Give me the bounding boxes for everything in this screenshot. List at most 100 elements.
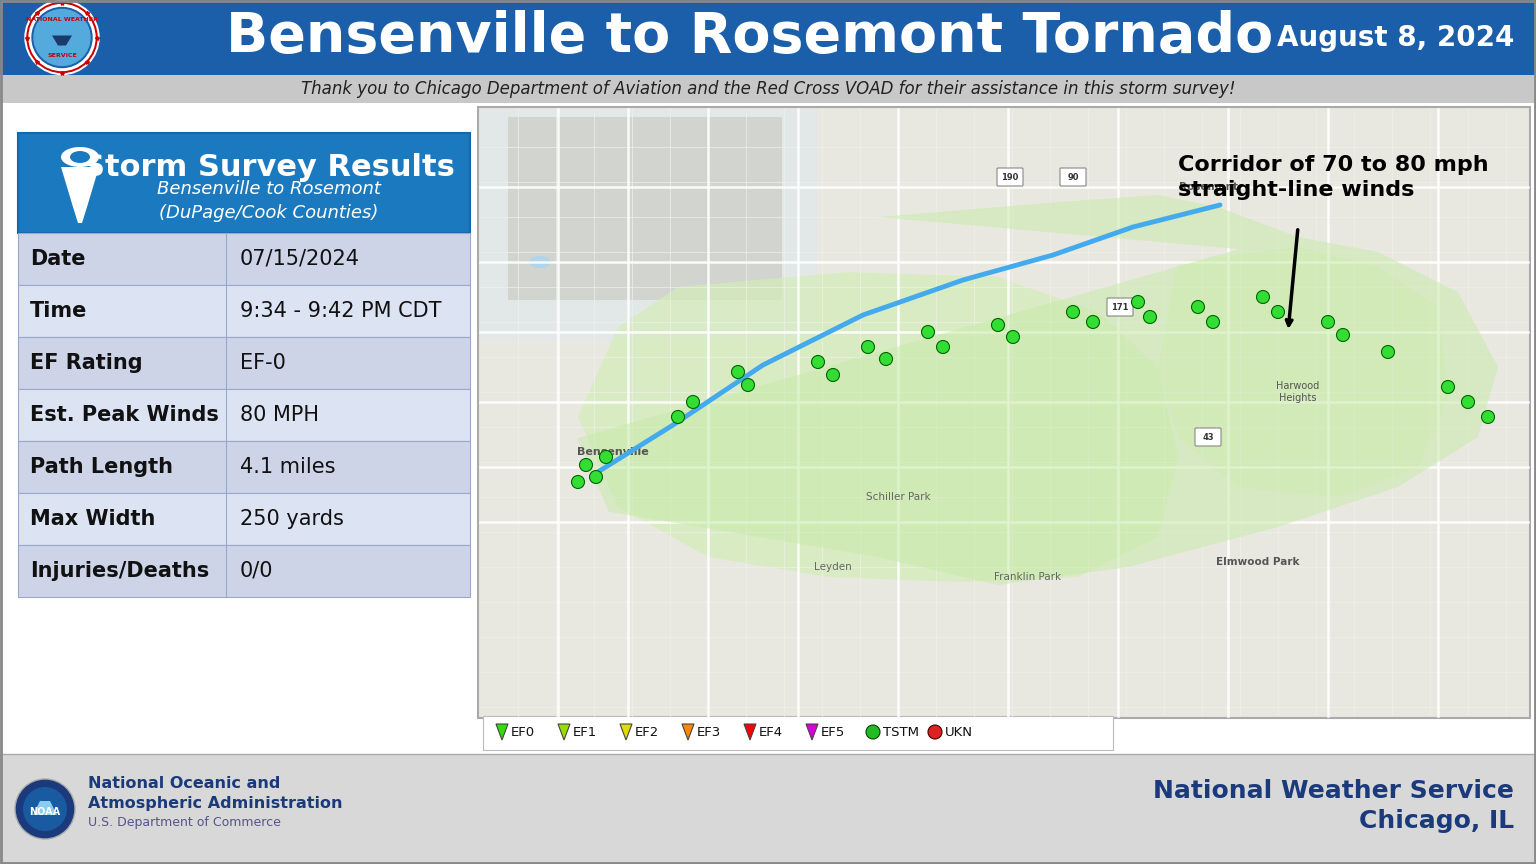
Text: 190: 190 (1001, 174, 1018, 182)
Text: 07/15/2024: 07/15/2024 (240, 249, 359, 269)
Polygon shape (578, 195, 1498, 585)
Text: NATIONAL WEATHER: NATIONAL WEATHER (26, 17, 98, 22)
FancyBboxPatch shape (478, 107, 1530, 718)
Text: Harwood
Heights: Harwood Heights (1276, 381, 1319, 403)
Text: Schiller Park: Schiller Park (866, 492, 931, 502)
Circle shape (937, 340, 949, 353)
Text: 250 yards: 250 yards (240, 509, 344, 529)
Ellipse shape (528, 256, 551, 268)
Circle shape (32, 8, 92, 67)
Circle shape (1206, 315, 1220, 328)
Circle shape (1272, 306, 1284, 319)
Circle shape (1321, 315, 1335, 328)
Text: Leyden: Leyden (814, 562, 852, 572)
Text: Time: Time (31, 301, 88, 321)
Text: Path Length: Path Length (31, 457, 174, 477)
Polygon shape (1158, 247, 1448, 497)
FancyBboxPatch shape (482, 716, 1114, 750)
Polygon shape (558, 724, 570, 740)
Text: Elmwood Park: Elmwood Park (1217, 557, 1299, 567)
Text: Thank you to Chicago Department of Aviation and the Red Cross VOAD for their ass: Thank you to Chicago Department of Aviat… (301, 80, 1235, 98)
FancyBboxPatch shape (18, 493, 470, 545)
Polygon shape (61, 167, 98, 207)
Circle shape (15, 779, 75, 839)
FancyBboxPatch shape (1060, 168, 1086, 186)
Circle shape (1461, 396, 1475, 409)
FancyBboxPatch shape (18, 233, 470, 285)
Text: Storm Survey Results: Storm Survey Results (83, 154, 455, 182)
FancyBboxPatch shape (0, 75, 1536, 103)
FancyBboxPatch shape (1195, 428, 1221, 446)
Circle shape (29, 4, 95, 71)
Circle shape (671, 410, 685, 423)
FancyBboxPatch shape (18, 389, 470, 441)
Text: NOAA: NOAA (29, 807, 60, 817)
Circle shape (687, 396, 699, 409)
FancyBboxPatch shape (1107, 298, 1134, 316)
Text: EF1: EF1 (573, 726, 598, 739)
Text: National Weather Service: National Weather Service (1154, 779, 1514, 803)
Polygon shape (578, 272, 1178, 582)
Text: 90: 90 (1068, 174, 1078, 182)
Text: EF4: EF4 (759, 726, 783, 739)
FancyBboxPatch shape (18, 285, 470, 337)
Circle shape (34, 10, 91, 66)
Text: TSTM: TSTM (883, 726, 919, 739)
Text: 43: 43 (1203, 434, 1213, 442)
Text: National Oceanic and: National Oceanic and (88, 776, 281, 791)
Circle shape (1066, 306, 1080, 319)
Text: Corridor of 70 to 80 mph
straight-line winds: Corridor of 70 to 80 mph straight-line w… (1178, 155, 1488, 200)
Polygon shape (806, 724, 819, 740)
Circle shape (731, 365, 745, 378)
Text: Rosemont: Rosemont (1178, 182, 1238, 192)
Text: EF-0: EF-0 (240, 353, 286, 373)
Text: U.S. Department of Commerce: U.S. Department of Commerce (88, 816, 281, 829)
Circle shape (25, 1, 98, 74)
Polygon shape (496, 724, 508, 740)
Text: Est. Peak Winds: Est. Peak Winds (31, 405, 218, 425)
Text: 9:34 - 9:42 PM CDT: 9:34 - 9:42 PM CDT (240, 301, 441, 321)
Text: 0/0: 0/0 (240, 561, 273, 581)
Text: UKN: UKN (945, 726, 972, 739)
Circle shape (23, 787, 68, 831)
Circle shape (742, 378, 754, 391)
Circle shape (880, 353, 892, 365)
Text: EF3: EF3 (697, 726, 722, 739)
FancyBboxPatch shape (18, 441, 470, 493)
Text: August 8, 2024: August 8, 2024 (1276, 23, 1514, 52)
Text: 4.1 miles: 4.1 miles (240, 457, 335, 477)
Text: EF5: EF5 (822, 726, 845, 739)
Polygon shape (74, 207, 88, 223)
FancyBboxPatch shape (997, 168, 1023, 186)
Circle shape (811, 355, 825, 369)
Circle shape (1441, 380, 1455, 393)
Text: Atmospheric Administration: Atmospheric Administration (88, 796, 343, 811)
Circle shape (1143, 310, 1157, 323)
Circle shape (571, 475, 585, 488)
Circle shape (579, 459, 593, 472)
Circle shape (1006, 331, 1020, 344)
Text: Date: Date (31, 249, 86, 269)
Circle shape (1381, 346, 1395, 359)
Polygon shape (743, 724, 756, 740)
Polygon shape (682, 724, 694, 740)
Text: Bensenville to Rosemont
(DuPage/Cook Counties): Bensenville to Rosemont (DuPage/Cook Cou… (157, 181, 381, 222)
Text: EF2: EF2 (634, 726, 659, 739)
Circle shape (1192, 301, 1204, 314)
Circle shape (866, 725, 880, 739)
Text: SERVICE: SERVICE (48, 53, 77, 58)
Text: Chicago, IL: Chicago, IL (1359, 809, 1514, 833)
Circle shape (599, 450, 613, 463)
Circle shape (1132, 295, 1144, 308)
Text: Bensenville: Bensenville (578, 447, 648, 457)
FancyBboxPatch shape (18, 337, 470, 389)
Circle shape (992, 319, 1005, 332)
Polygon shape (621, 724, 631, 740)
Circle shape (1086, 315, 1100, 328)
Circle shape (826, 369, 840, 382)
Text: Max Width: Max Width (31, 509, 155, 529)
Text: 171: 171 (1111, 303, 1129, 313)
Polygon shape (32, 801, 57, 815)
Circle shape (922, 326, 934, 339)
FancyBboxPatch shape (18, 545, 470, 597)
